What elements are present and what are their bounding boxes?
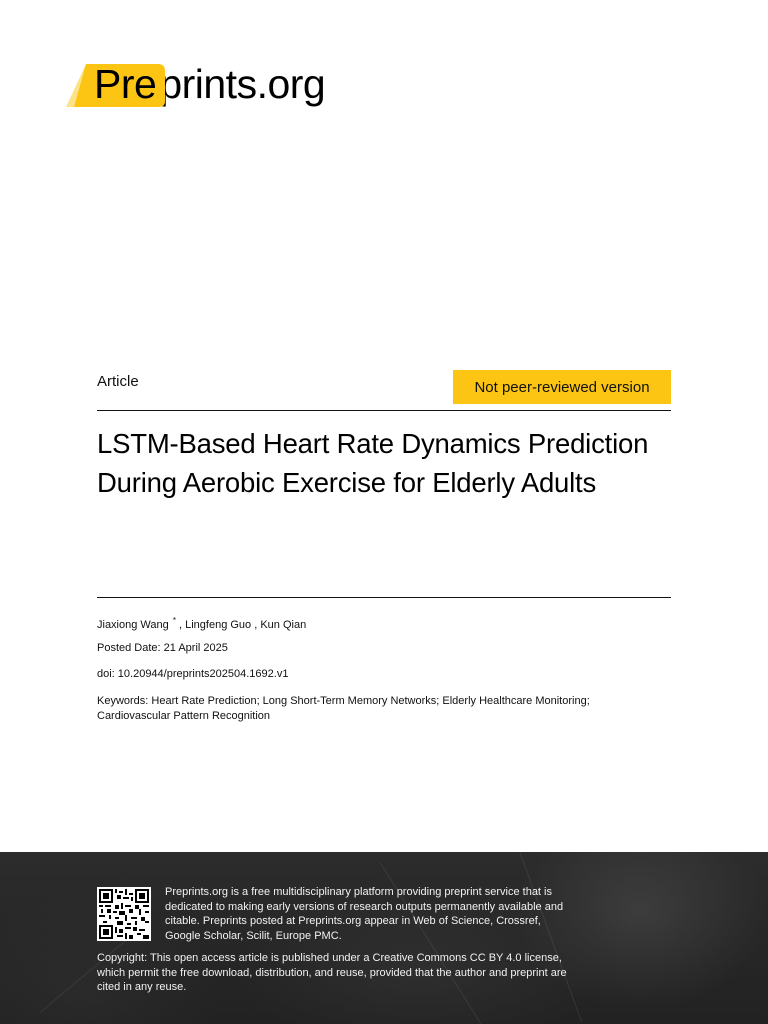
peer-review-status-badge: Not peer-reviewed version — [453, 370, 671, 404]
author-separator: , — [251, 619, 261, 631]
author-name[interactable]: Lingfeng Guo — [185, 619, 252, 631]
logo-rest-text: prints.org — [159, 61, 326, 107]
author-name[interactable]: Jiaxiong Wang — [97, 619, 169, 631]
top-divider — [97, 410, 671, 411]
author-separator: , — [175, 619, 186, 631]
posted-date: Posted Date: 21 April 2025 — [97, 642, 228, 654]
corresponding-author-mark: * — [172, 616, 176, 625]
logo-pre-text: Pre — [94, 61, 157, 107]
author-name[interactable]: Kun Qian — [260, 619, 307, 631]
bottom-divider — [97, 597, 671, 598]
logo-tab-shape-icon — [66, 64, 165, 107]
platform-description: Preprints.org is a free multidisciplinar… — [165, 886, 564, 942]
footer-banner: Preprints.org is a free multidisciplinar… — [0, 852, 768, 1024]
doi-link[interactable]: doi: 10.20944/preprints202504.1692.v1 — [97, 668, 289, 680]
qr-code-icon[interactable] — [97, 887, 151, 941]
article-type-label: Article — [97, 373, 139, 390]
logo-highlight: Pre — [66, 61, 165, 107]
article-title: LSTM-Based Heart Rate Dynamics Predictio… — [97, 428, 649, 498]
copyright-notice: Copyright: This open access article is p… — [97, 952, 567, 993]
preprints-logo[interactable]: Pre prints.org — [66, 60, 326, 108]
author-list: Jiaxiong Wang * , Lingfeng Guo , Kun Qia… — [97, 613, 657, 633]
keywords: Keywords: Heart Rate Prediction; Long Sh… — [97, 695, 590, 722]
